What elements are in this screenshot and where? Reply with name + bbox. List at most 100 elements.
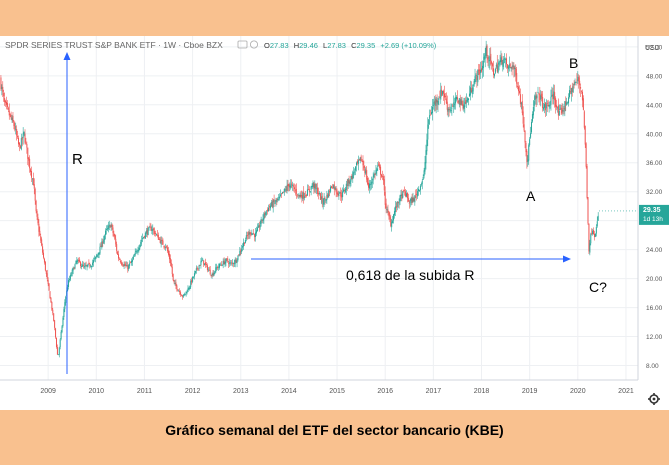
- time-axis[interactable]: 2009 2010 2011 2012 2013 2014 2015 2016 2017 2018…: [40, 388, 633, 395]
- candle-body: [566, 102, 568, 106]
- candle-body: [255, 232, 257, 237]
- candle-body: [481, 68, 483, 72]
- candle-body: [485, 46, 487, 56]
- candle-body: [331, 186, 333, 188]
- candle-body: [262, 218, 264, 221]
- candle-body: [558, 111, 560, 116]
- candle-body: [192, 276, 194, 282]
- candle-body: [133, 255, 135, 257]
- candle-body: [138, 247, 140, 251]
- candle-body: [30, 170, 32, 178]
- chart-panel[interactable]: 8.0012.0016.0020.0024.0028.0032.0036.004…: [0, 36, 669, 410]
- candle-body: [391, 221, 393, 228]
- candle-body: [460, 98, 462, 105]
- candle-body: [431, 112, 433, 115]
- candle-body: [591, 233, 593, 234]
- price-tick-label: 48.00: [646, 73, 663, 80]
- candle-body: [506, 64, 508, 69]
- candle-body: [417, 191, 419, 197]
- candle-body: [226, 258, 228, 260]
- annotation-R-arrow: [63, 52, 71, 374]
- candle-body: [354, 171, 356, 173]
- candle-body: [271, 202, 273, 207]
- candle-body: [68, 279, 70, 281]
- candle-body: [470, 88, 472, 93]
- candle-body: [441, 90, 443, 96]
- candle-body: [113, 233, 115, 237]
- candle-body: [237, 255, 239, 260]
- candle-body: [168, 250, 170, 255]
- price-tick-label: 12.00: [646, 334, 663, 341]
- candle-body: [294, 189, 296, 191]
- candle-body: [205, 264, 207, 265]
- candle-body: [447, 108, 449, 112]
- candle-body: [320, 196, 322, 199]
- candle-body: [520, 102, 522, 105]
- candle-body: [506, 58, 508, 65]
- candle-body: [325, 199, 327, 201]
- price-tick-label: 36.00: [646, 160, 663, 167]
- candle-body: [556, 105, 558, 108]
- candle-body: [241, 248, 243, 253]
- candle-body: [35, 200, 37, 212]
- candle-body: [316, 188, 318, 190]
- candle-body: [331, 187, 333, 189]
- candle-body: [335, 188, 337, 193]
- candle-body: [482, 60, 484, 69]
- candle-body: [255, 230, 257, 234]
- chart-grid: [0, 36, 638, 380]
- candle-body: [204, 263, 206, 266]
- candle-body: [298, 194, 300, 196]
- candle-body: [178, 290, 180, 292]
- candle-body: [318, 193, 320, 195]
- candle-body: [521, 101, 523, 114]
- candle-body: [446, 101, 448, 110]
- candle-body: [119, 260, 121, 263]
- candle-body: [399, 195, 401, 202]
- candle-body: [477, 69, 479, 83]
- candle-body: [173, 279, 175, 283]
- candle-body: [2, 86, 4, 92]
- candle-body: [151, 229, 153, 231]
- candle-body: [487, 57, 489, 60]
- candle-body: [362, 160, 364, 166]
- candle-body: [577, 76, 579, 82]
- candle-body: [542, 96, 544, 108]
- settings-icon[interactable]: [648, 393, 660, 405]
- candle-body: [539, 94, 541, 100]
- candle-body: [311, 186, 313, 188]
- candle-body: [21, 137, 23, 140]
- candle-body: [171, 266, 173, 274]
- candle-body: [6, 103, 8, 108]
- candle-body: [439, 97, 441, 99]
- candle-body: [285, 189, 287, 191]
- candle-body: [176, 285, 178, 290]
- candle-body: [436, 99, 438, 103]
- candle-body: [350, 175, 352, 182]
- candle-body: [581, 91, 583, 101]
- candle-body: [326, 194, 328, 200]
- candle-body: [170, 262, 172, 267]
- candle-body: [16, 128, 18, 136]
- candle-body: [49, 291, 51, 299]
- candle-body: [140, 242, 142, 245]
- candle-body: [587, 197, 589, 224]
- price-chart[interactable]: 8.0012.0016.0020.0024.0028.0032.0036.004…: [0, 36, 669, 410]
- candle-body: [153, 228, 155, 231]
- time-tick-label: 2014: [281, 388, 297, 395]
- candle-body: [426, 139, 428, 152]
- candle-body: [100, 245, 102, 247]
- candle-body: [149, 226, 151, 228]
- legend-icons[interactable]: [237, 40, 258, 49]
- candle-body: [268, 207, 270, 212]
- candle-body: [368, 183, 370, 189]
- candle-body: [547, 104, 549, 106]
- candle-body: [121, 262, 123, 266]
- price-tick-label: 44.00: [646, 102, 663, 109]
- candle-body: [559, 108, 561, 110]
- candle-body: [296, 194, 298, 196]
- candle-body: [540, 95, 542, 100]
- candle-body: [39, 230, 41, 236]
- candle-body: [474, 76, 476, 83]
- candle-body: [443, 90, 445, 94]
